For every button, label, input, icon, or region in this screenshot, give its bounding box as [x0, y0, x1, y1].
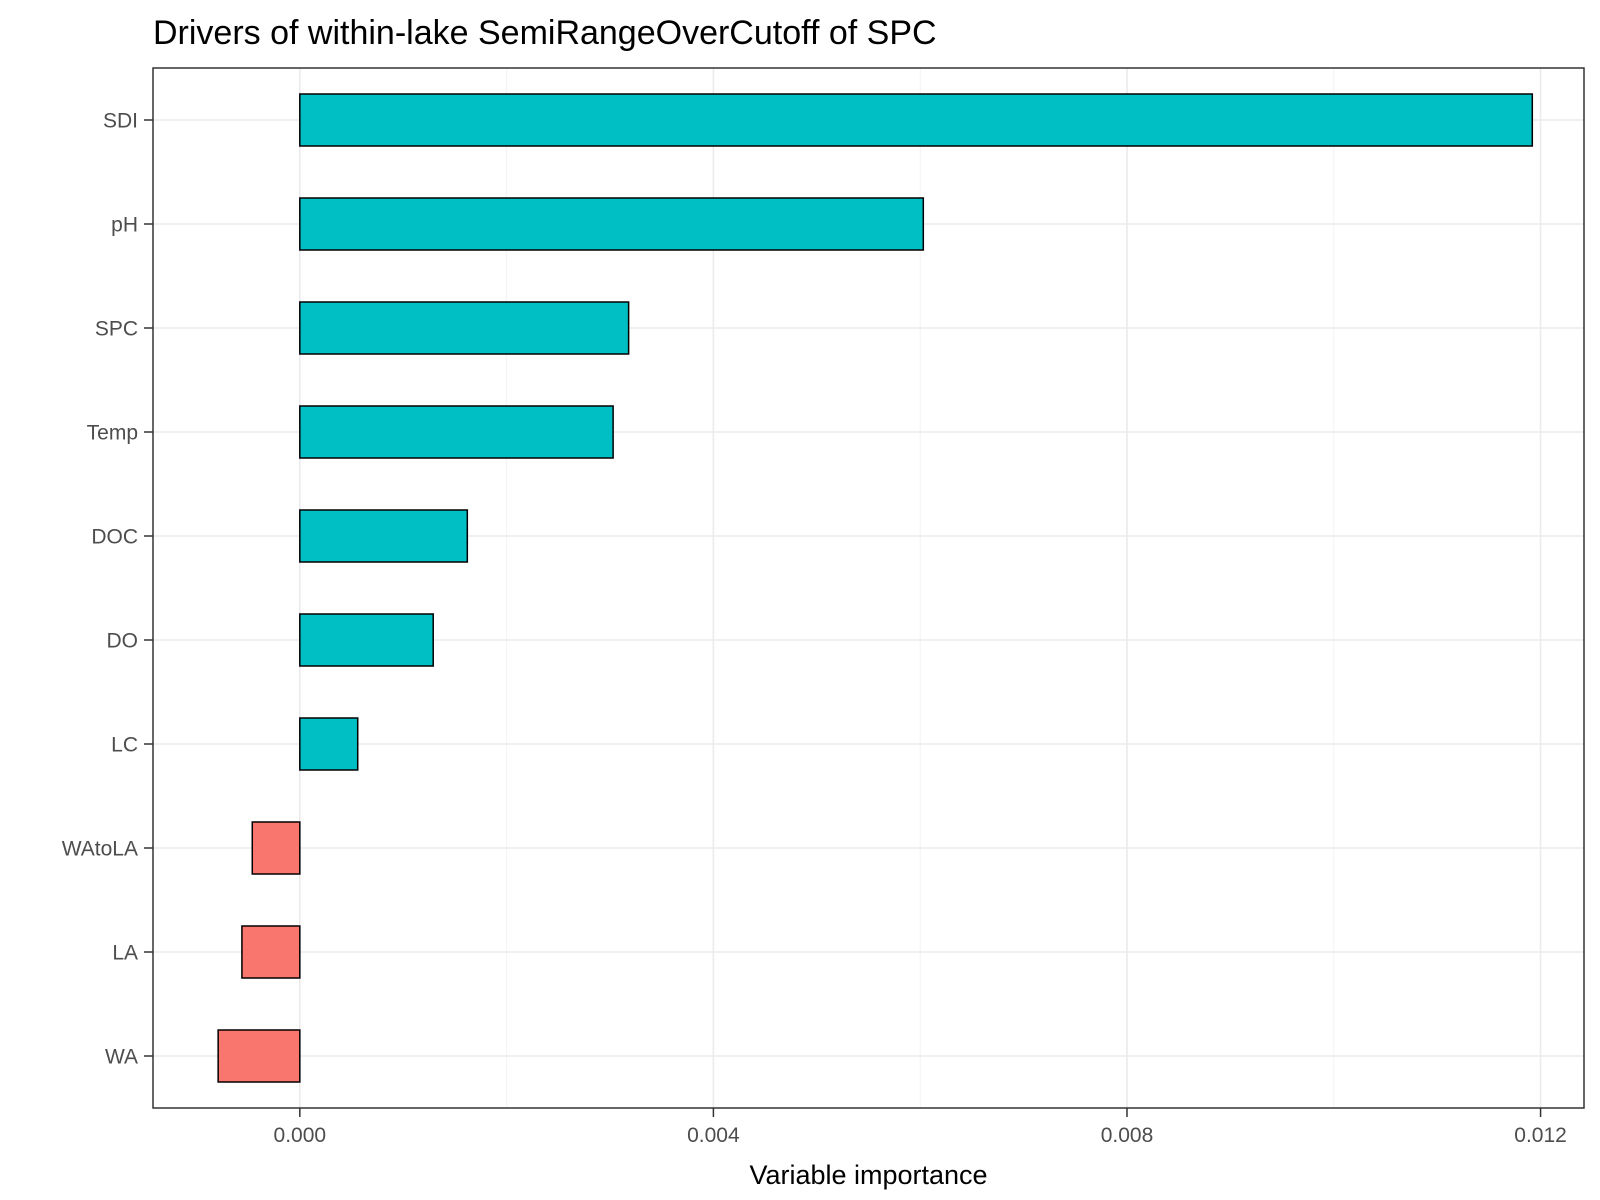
- x-tick-label: 0.008: [1101, 1124, 1154, 1147]
- y-tick-label: LA: [112, 942, 138, 965]
- y-tick-label: WA: [105, 1046, 138, 1069]
- x-axis-label: Variable importance: [749, 1160, 987, 1190]
- y-tick-label: LC: [111, 734, 138, 757]
- bars: [217, 93, 1534, 1083]
- y-axis: SDI pH SPC Temp DOC DO LC WAtoLA LA WA: [62, 110, 153, 1069]
- bar-do: [299, 613, 434, 667]
- y-tick-label: SDI: [103, 110, 138, 133]
- x-tick-label: 0.000: [274, 1124, 327, 1147]
- bar-la: [241, 925, 301, 979]
- bar-doc: [299, 509, 469, 563]
- x-tick-label: 0.004: [687, 1124, 740, 1147]
- chart-title: Drivers of within-lake SemiRangeOverCuto…: [153, 14, 937, 52]
- y-tick-label: DOC: [91, 526, 138, 549]
- bar-ph: [299, 197, 925, 251]
- y-tick-label: pH: [111, 214, 138, 237]
- x-tick-label: 0.012: [1514, 1124, 1567, 1147]
- x-axis: 0.000 0.004 0.008 0.012: [274, 1108, 1567, 1147]
- plot-panel-border: [152, 67, 1585, 1109]
- y-tick-label: WAtoLA: [62, 838, 138, 861]
- bar-spc: [299, 301, 630, 355]
- bar-watola: [251, 821, 301, 875]
- bar-sdi: [299, 93, 1534, 147]
- y-tick-label: SPC: [95, 318, 138, 341]
- bar-wa: [217, 1029, 301, 1083]
- y-tick-label: Temp: [87, 422, 138, 445]
- bar-lc: [299, 717, 359, 771]
- bar-temp: [299, 405, 614, 459]
- y-tick-label: DO: [107, 630, 139, 653]
